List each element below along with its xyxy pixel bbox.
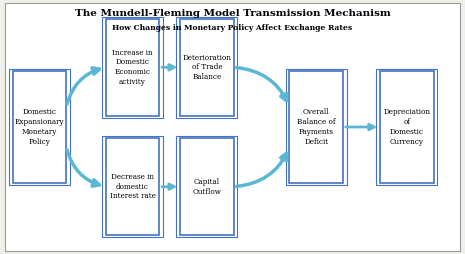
FancyArrowPatch shape xyxy=(236,153,287,186)
Text: How Changes in Monetary Policy Affect Exchange Rates: How Changes in Monetary Policy Affect Ex… xyxy=(113,24,352,32)
Text: The Mundell-Fleming Model Transmission Mechanism: The Mundell-Fleming Model Transmission M… xyxy=(74,9,391,18)
FancyBboxPatch shape xyxy=(180,19,234,116)
FancyArrowPatch shape xyxy=(236,68,287,101)
FancyBboxPatch shape xyxy=(13,71,66,183)
FancyBboxPatch shape xyxy=(177,136,237,237)
FancyBboxPatch shape xyxy=(5,3,460,251)
FancyArrowPatch shape xyxy=(67,150,100,186)
FancyBboxPatch shape xyxy=(376,69,437,185)
FancyArrowPatch shape xyxy=(67,68,100,104)
FancyBboxPatch shape xyxy=(180,138,234,235)
Text: Decrease in
domestic
Interest rate: Decrease in domestic Interest rate xyxy=(110,173,155,200)
FancyBboxPatch shape xyxy=(106,19,159,116)
FancyBboxPatch shape xyxy=(177,17,237,118)
FancyBboxPatch shape xyxy=(9,69,70,185)
FancyBboxPatch shape xyxy=(102,136,163,237)
Text: Increase in
Domestic
Economic
activity: Increase in Domestic Economic activity xyxy=(112,49,153,86)
Text: Depreciation
of
Domestic
Currency: Depreciation of Domestic Currency xyxy=(383,108,431,146)
Text: Overall
Balance of
Payments
Deficit: Overall Balance of Payments Deficit xyxy=(297,108,335,146)
Text: Deterioration
of Trade
Balance: Deterioration of Trade Balance xyxy=(182,54,232,81)
FancyBboxPatch shape xyxy=(286,69,347,185)
Text: Capital
Outflow: Capital Outflow xyxy=(193,178,221,196)
FancyBboxPatch shape xyxy=(102,17,163,118)
FancyBboxPatch shape xyxy=(380,71,433,183)
FancyBboxPatch shape xyxy=(289,71,343,183)
FancyBboxPatch shape xyxy=(106,138,159,235)
Text: Domestic
Expansionary
Monetary
Policy: Domestic Expansionary Monetary Policy xyxy=(15,108,64,146)
